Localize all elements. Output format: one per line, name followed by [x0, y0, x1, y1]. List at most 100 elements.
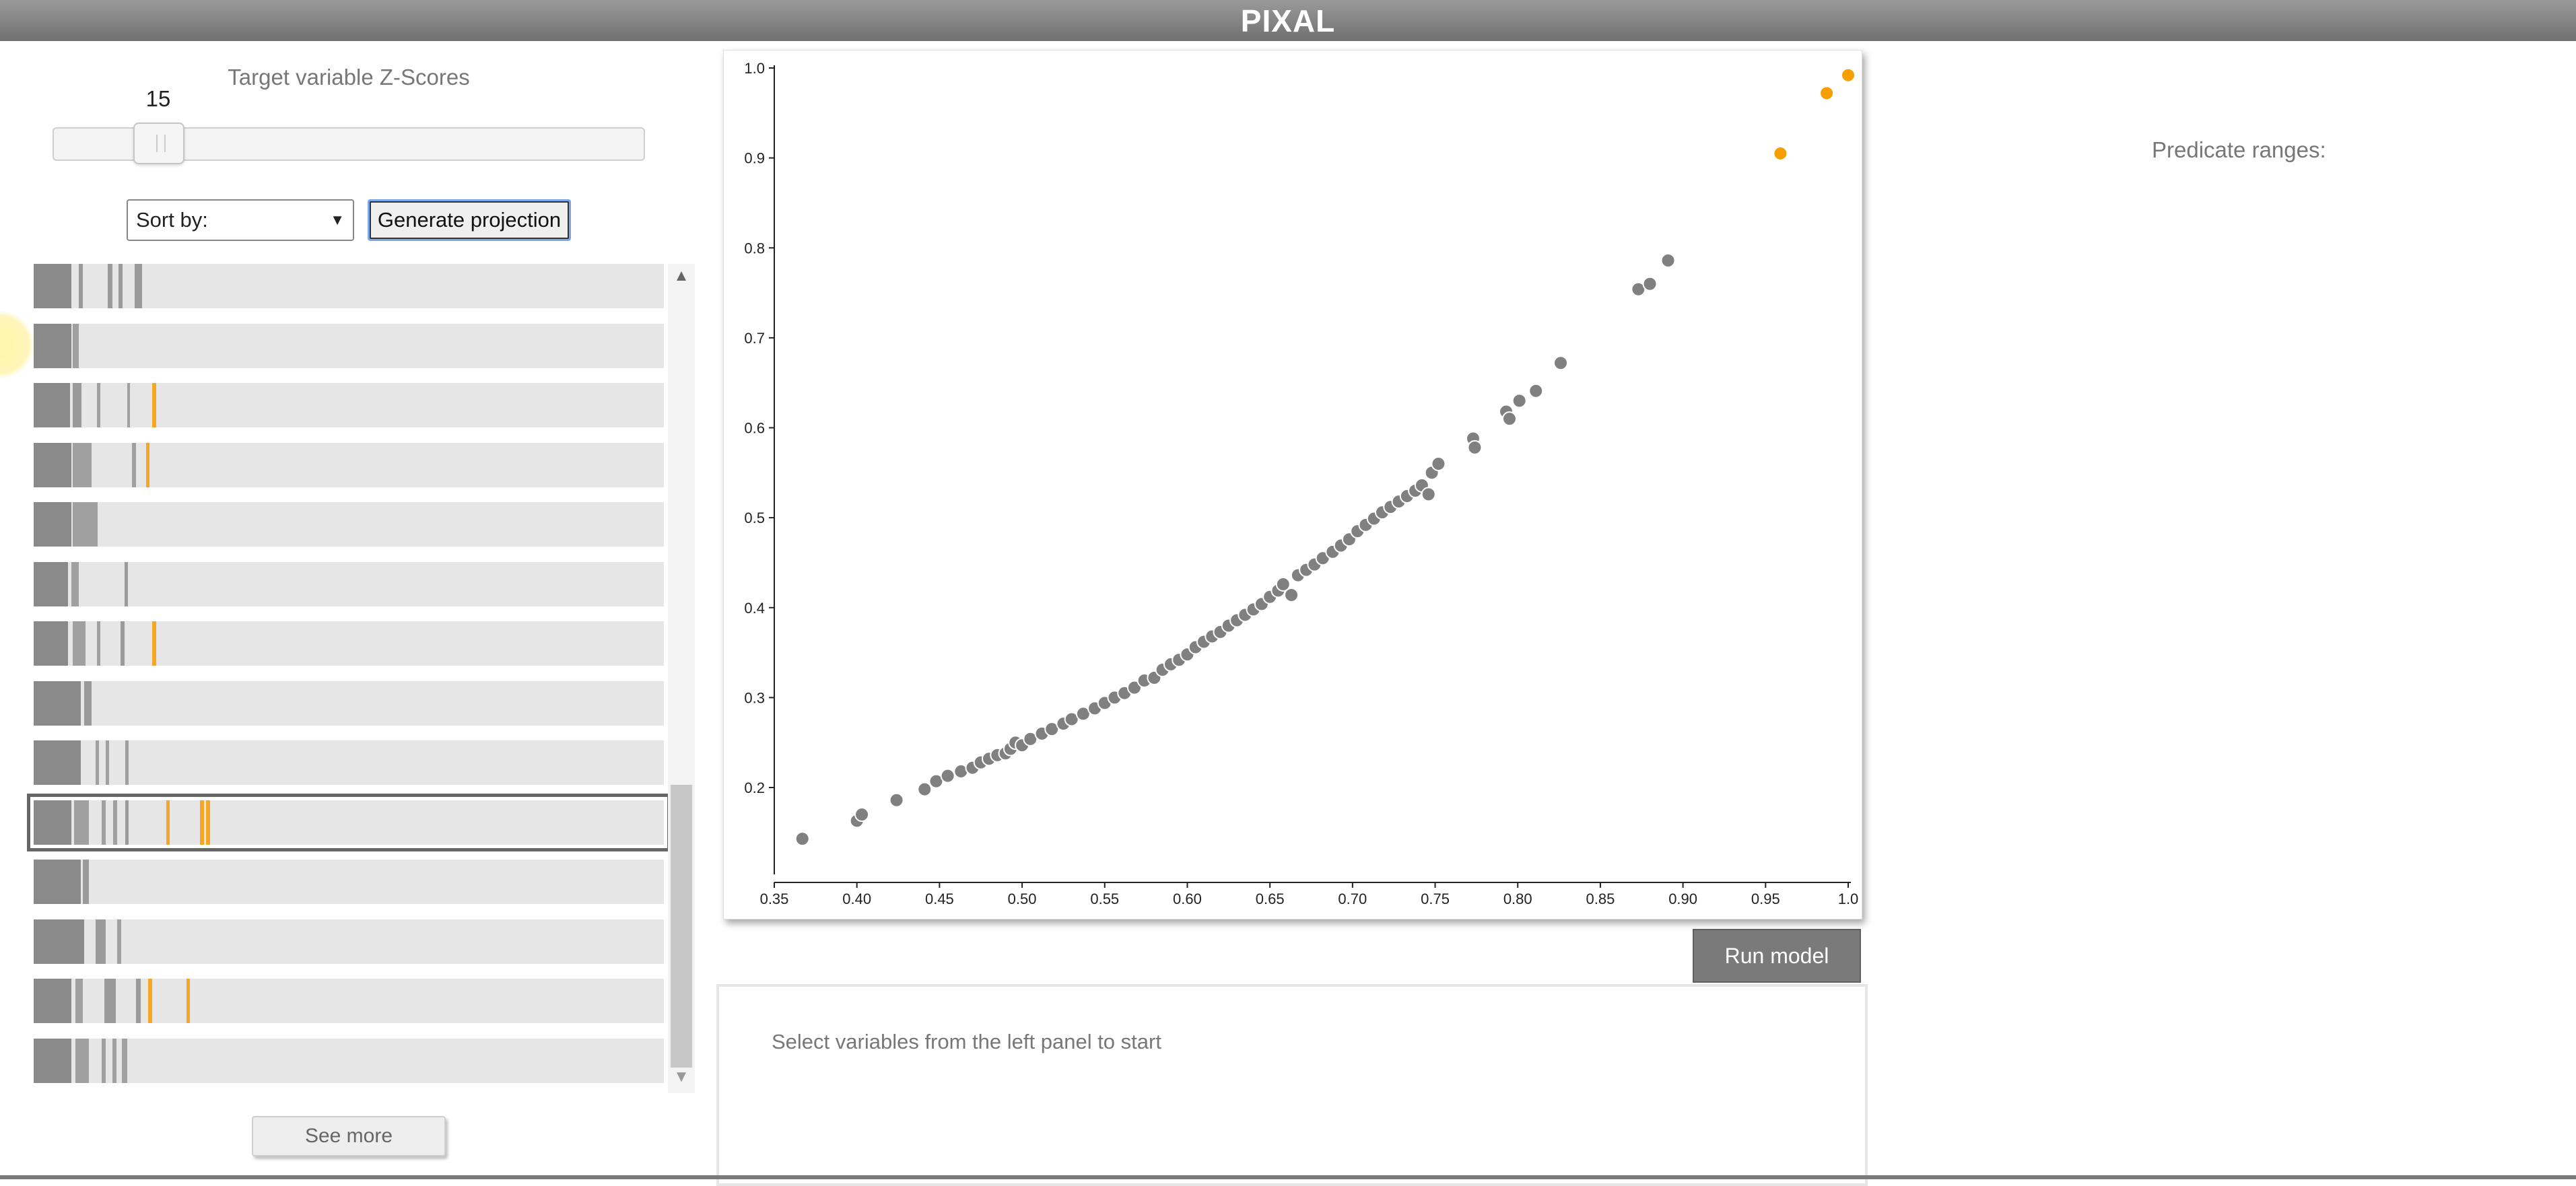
variable-row[interactable] [34, 740, 664, 785]
variable-row[interactable] [34, 621, 664, 666]
data-point[interactable] [1553, 355, 1569, 371]
distribution-mark [186, 979, 191, 1023]
y-tick-label: 0.2 [744, 779, 765, 796]
y-tick-label: 0.6 [744, 420, 765, 437]
see-more-button[interactable]: See more [252, 1116, 446, 1156]
distribution-mark [73, 621, 86, 666]
cursor-highlight [0, 311, 34, 378]
distribution-mark [166, 800, 170, 845]
variable-row[interactable] [34, 979, 664, 1023]
scroll-up-icon[interactable]: ▲ [673, 267, 689, 285]
data-point[interactable] [1421, 487, 1436, 502]
distribution-mark [34, 979, 72, 1023]
x-tick-label: 0.75 [1421, 891, 1450, 907]
variable-row[interactable] [27, 793, 671, 851]
zscore-slider-handle[interactable] [133, 123, 185, 164]
variable-row[interactable] [34, 919, 664, 964]
distribution-mark [83, 681, 92, 726]
bottom-border [0, 1175, 2576, 1179]
distribution-mark [95, 740, 100, 785]
sort-by-select[interactable]: Sort by: ▼ [127, 199, 354, 241]
data-point[interactable] [794, 831, 810, 847]
scatter-plot[interactable]: 0.35 0.40 0.45 0.50 0.55 0.60 0.65 0.70 0.75 0.80… [724, 50, 1862, 919]
info-message: Select variables from the left panel to … [772, 1030, 1161, 1053]
variable-row[interactable] [34, 860, 664, 904]
distribution-mark [104, 979, 116, 1023]
x-tick-label: 0.60 [1173, 891, 1202, 907]
distribution-mark [34, 264, 72, 308]
distribution-mark [96, 621, 101, 666]
variable-row[interactable] [34, 383, 664, 427]
x-tick-label: 0.40 [842, 891, 871, 907]
y-tick-label: 0.4 [744, 600, 765, 617]
variable-row[interactable] [34, 323, 664, 368]
data-point[interactable] [1841, 67, 1856, 83]
x-tick-label: 0.55 [1090, 891, 1119, 907]
variable-row[interactable] [34, 264, 664, 308]
distribution-mark [125, 740, 129, 785]
distribution-mark [83, 860, 90, 904]
data-point[interactable] [1642, 276, 1658, 291]
variable-row[interactable] [34, 442, 664, 487]
x-tick-label: 0.50 [1008, 891, 1037, 907]
sort-by-value: Sort by: [136, 208, 208, 232]
y-tick-label: 0.5 [744, 510, 765, 526]
distribution-mark [117, 919, 122, 964]
y-tick-label: 0.3 [744, 689, 765, 706]
app-header: PIXAL [0, 0, 2576, 41]
distribution-mark [73, 383, 82, 427]
data-point[interactable] [889, 792, 904, 808]
x-tick-label: 0.80 [1503, 891, 1532, 907]
dropdown-arrow-icon: ▼ [330, 211, 345, 228]
distribution-mark [95, 919, 106, 964]
data-point[interactable] [1512, 393, 1527, 409]
distribution-mark [145, 442, 150, 487]
distribution-mark [200, 800, 204, 845]
data-point[interactable] [1431, 456, 1446, 471]
distribution-mark [112, 800, 117, 845]
y-tick-label: 0.7 [744, 330, 765, 347]
x-tick-label: 0.95 [1751, 891, 1780, 907]
distribution-mark [34, 621, 69, 666]
scatter-plot-panel: 0.35 0.40 0.45 0.50 0.55 0.60 0.65 0.70 0.75 0.80… [723, 50, 1862, 919]
distribution-mark [112, 1038, 116, 1083]
distribution-mark [105, 740, 110, 785]
data-point[interactable] [1660, 252, 1676, 268]
zscore-label: Target variable Z-Scores [228, 65, 470, 90]
variable-row[interactable] [34, 561, 664, 606]
data-point[interactable] [1773, 145, 1788, 161]
data-point[interactable] [1528, 383, 1544, 398]
app-title: PIXAL [1240, 3, 1336, 38]
data-point[interactable] [854, 807, 870, 823]
distribution-mark [122, 1038, 127, 1083]
distribution-mark [75, 979, 83, 1023]
scroll-down-icon[interactable]: ▼ [673, 1068, 689, 1086]
distribution-mark [34, 323, 72, 368]
distribution-mark [134, 264, 142, 308]
data-point[interactable] [1126, 680, 1142, 695]
x-tick-label: 0.70 [1338, 891, 1367, 907]
variable-row[interactable] [34, 1038, 664, 1083]
data-point[interactable] [1467, 440, 1483, 455]
distribution-mark [75, 1038, 90, 1083]
data-point[interactable] [940, 768, 955, 783]
slider-value: 15 [145, 86, 171, 111]
distribution-mark [34, 919, 84, 964]
run-model-button[interactable]: Run model [1693, 929, 1861, 983]
distribution-mark [73, 502, 98, 547]
variable-row[interactable] [34, 502, 664, 547]
scrollbar-thumb[interactable] [671, 785, 692, 1068]
data-point[interactable] [1284, 588, 1299, 603]
info-panel: Select variables from the left panel to … [716, 984, 1868, 1186]
data-point[interactable] [1819, 85, 1835, 101]
data-point[interactable] [1275, 577, 1291, 592]
distribution-mark [73, 323, 79, 368]
variable-row[interactable] [34, 681, 664, 726]
distribution-mark [34, 1038, 72, 1083]
data-point[interactable] [917, 781, 933, 797]
generate-projection-button[interactable]: Generate projection [368, 199, 571, 241]
data-point[interactable] [1501, 411, 1517, 427]
distribution-mark [71, 561, 79, 606]
distribution-mark [79, 264, 83, 308]
distribution-mark [118, 264, 123, 308]
